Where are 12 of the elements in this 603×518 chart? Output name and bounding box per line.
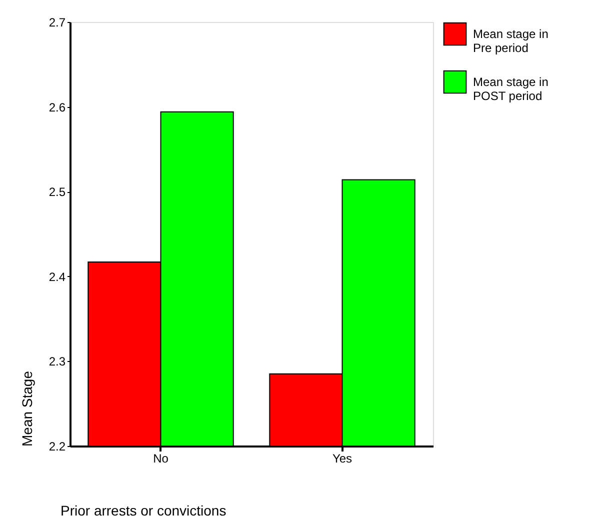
x-axis-title: Prior arrests or convictions: [60, 502, 226, 518]
legend-label: Mean stage in POST period: [473, 75, 548, 103]
y-tick-label: 2.5: [48, 185, 66, 200]
y-tick-label: 2.6: [48, 100, 66, 114]
legend-label: Mean stage in Pre period: [473, 27, 548, 55]
y-axis-title: Mean Stage: [18, 370, 35, 446]
x-tick-label: Yes: [332, 452, 352, 466]
y-tick-label: 2.3: [48, 354, 66, 369]
x-tick-label: No: [153, 452, 169, 466]
y-tick-label: 2.2: [48, 440, 66, 454]
y-tick-label: 2.7: [48, 16, 66, 30]
y-tick-label: 2.4: [48, 270, 66, 284]
